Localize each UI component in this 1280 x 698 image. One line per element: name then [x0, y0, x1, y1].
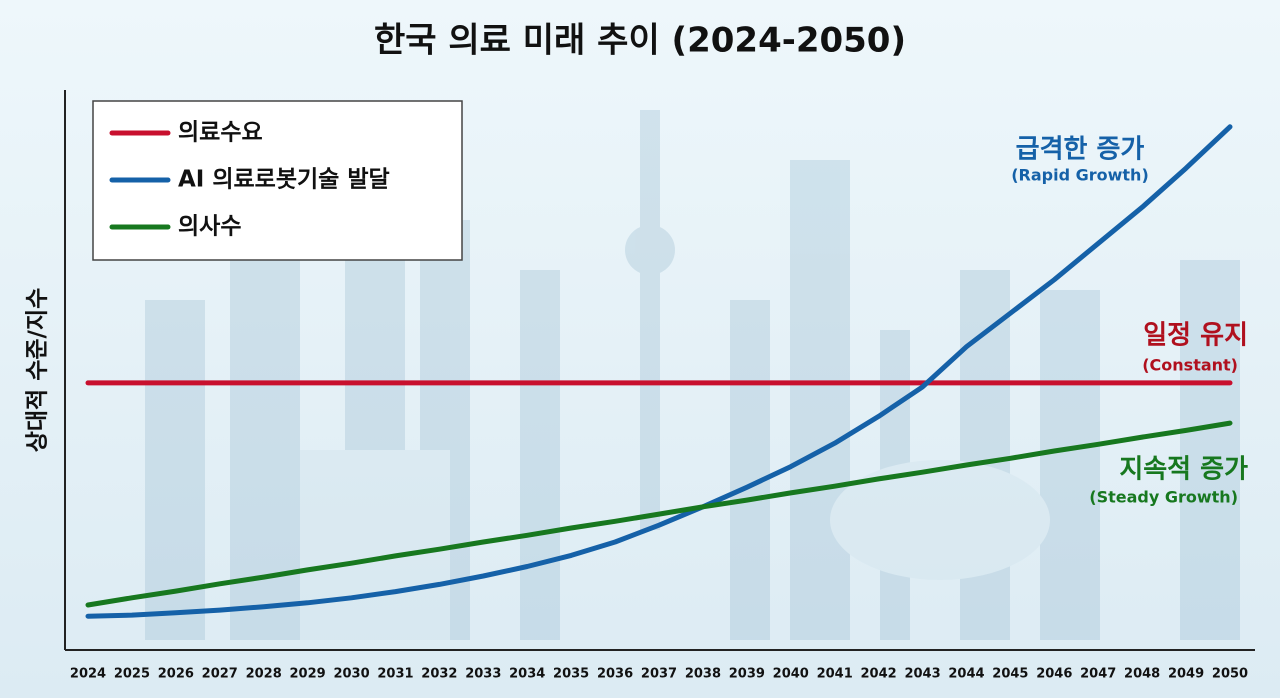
x-tick-label: 2043 [904, 667, 940, 682]
x-tick-label: 2026 [158, 667, 194, 682]
x-tick-label: 2048 [1124, 667, 1160, 682]
x-tick-label: 2045 [992, 667, 1028, 682]
x-tick-label: 2025 [114, 667, 150, 682]
legend-label: 의사수 [178, 214, 241, 240]
legend-label: 의료수요 [178, 120, 263, 146]
y-axis-label: 상대적 수준/지수 [25, 288, 51, 453]
x-tick-label: 2047 [1080, 667, 1116, 682]
x-tick-label: 2024 [70, 667, 106, 682]
x-tick-label: 2036 [597, 667, 633, 682]
x-tick-label: 2044 [948, 667, 984, 682]
x-tick-label: 2037 [641, 667, 677, 682]
series-line [85, 124, 1233, 619]
x-tick-label: 2041 [817, 667, 853, 682]
x-tick-label: 2031 [377, 667, 413, 682]
annotation: 급격한 증가 [1016, 135, 1145, 165]
series-line [85, 420, 1233, 608]
x-tick-label: 2027 [202, 667, 238, 682]
chart-title: 한국 의료 미래 추이 (2024-2050) [374, 21, 906, 61]
annotation: 일정 유지 [1143, 321, 1248, 351]
x-tick-label: 2035 [553, 667, 589, 682]
x-tick-label: 2029 [290, 667, 326, 682]
x-tick-label: 2040 [773, 667, 809, 682]
x-tick-label: 2034 [509, 667, 545, 682]
legend-label: AI 의료로봇기술 발달 [178, 167, 390, 193]
x-tick-label: 2028 [246, 667, 282, 682]
city-illustration [145, 110, 1240, 640]
annotation: 지속적 증가 [1119, 455, 1248, 485]
x-tick-label: 2030 [333, 667, 369, 682]
x-tick-label: 2042 [861, 667, 897, 682]
annotation-subtext: (Rapid Growth) [1011, 166, 1149, 185]
x-tick-label: 2050 [1212, 667, 1248, 682]
x-tick-label: 2032 [421, 667, 457, 682]
x-tick-label: 2046 [1036, 667, 1072, 682]
annotation-subtext: (Constant) [1142, 356, 1238, 375]
x-tick-label: 2039 [729, 667, 765, 682]
x-tick-label: 2049 [1168, 667, 1204, 682]
x-tick-label: 2033 [465, 667, 501, 682]
annotation-subtext: (Steady Growth) [1089, 488, 1238, 507]
x-tick-label: 2038 [685, 667, 721, 682]
